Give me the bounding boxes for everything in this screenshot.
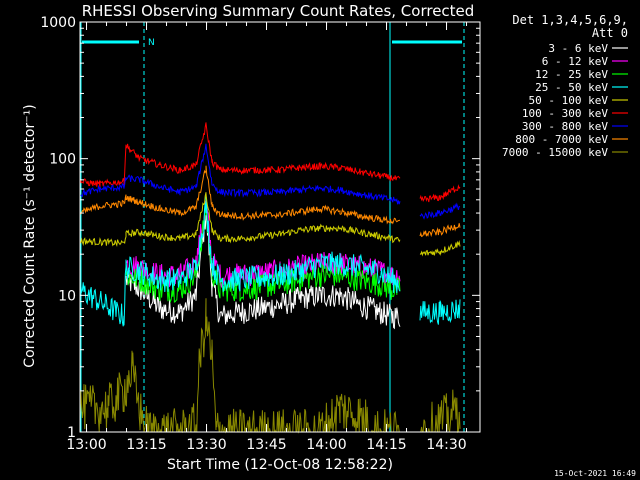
legend-label: 6 - 12 keV bbox=[542, 55, 609, 68]
y-axis-label: Corrected Count Rate (s⁻¹ detector⁻¹) bbox=[22, 104, 38, 367]
x-tick-label: 13:45 bbox=[246, 437, 286, 453]
x-tick-label: 14:30 bbox=[426, 437, 466, 453]
series-25-50-kev bbox=[79, 196, 461, 327]
x-tick-label: 13:00 bbox=[66, 437, 106, 453]
series-line bbox=[79, 143, 461, 220]
y-tick-label: 1000 bbox=[40, 15, 76, 31]
gap-markers: N bbox=[80, 22, 465, 432]
attenuator-label: Att 0 bbox=[592, 26, 628, 40]
x-tick-label: 13:30 bbox=[186, 437, 226, 453]
x-tick-label: 14:15 bbox=[366, 437, 406, 453]
detectors-label: Det 1,3,4,5,6,9, bbox=[512, 13, 628, 27]
plot-frame bbox=[79, 21, 481, 433]
series-line bbox=[79, 165, 461, 238]
legend-label: 100 - 300 keV bbox=[522, 107, 608, 120]
series-100-300-kev bbox=[79, 122, 461, 203]
series-layer bbox=[79, 122, 461, 434]
night-marker-label: N bbox=[148, 38, 155, 48]
series-50-100-kev bbox=[79, 192, 461, 257]
series-300-800-kev bbox=[79, 143, 461, 220]
chart-title: RHESSI Observing Summary Count Rates, Co… bbox=[82, 2, 475, 20]
x-tick-label: 13:15 bbox=[126, 437, 166, 453]
x-axis-label: Start Time (12-Oct-08 12:58:22) bbox=[167, 457, 393, 473]
series-12-25-kev bbox=[125, 203, 401, 304]
y-tick-label: 10 bbox=[58, 288, 76, 304]
series-line bbox=[79, 192, 461, 257]
series-line bbox=[79, 196, 461, 327]
axes: 1 10 100 1000 13:00 13:15 13:30 13:45 14:00 14:15… bbox=[40, 15, 481, 453]
x-tick-label: 14:00 bbox=[306, 437, 346, 453]
y-tick-label: 100 bbox=[49, 152, 76, 168]
series-line bbox=[79, 122, 461, 203]
y-tick-label: 1 bbox=[67, 425, 76, 441]
legend-label: 50 - 100 keV bbox=[529, 94, 609, 107]
legend-label: 800 - 7000 keV bbox=[515, 133, 608, 146]
legend-label: 12 - 25 keV bbox=[535, 68, 608, 81]
series-line bbox=[125, 203, 401, 304]
series-line bbox=[125, 213, 401, 330]
legend-label: 25 - 50 keV bbox=[535, 81, 608, 94]
legend-label: 3 - 6 keV bbox=[548, 42, 608, 55]
series-3-6-kev bbox=[125, 213, 401, 330]
legend-label: 300 - 800 keV bbox=[522, 120, 608, 133]
footer-date: 15-Oct-2021 16:49 bbox=[554, 469, 636, 478]
series-800-7000-kev bbox=[79, 165, 461, 238]
legend-label: 7000 - 15000 keV bbox=[502, 146, 608, 159]
